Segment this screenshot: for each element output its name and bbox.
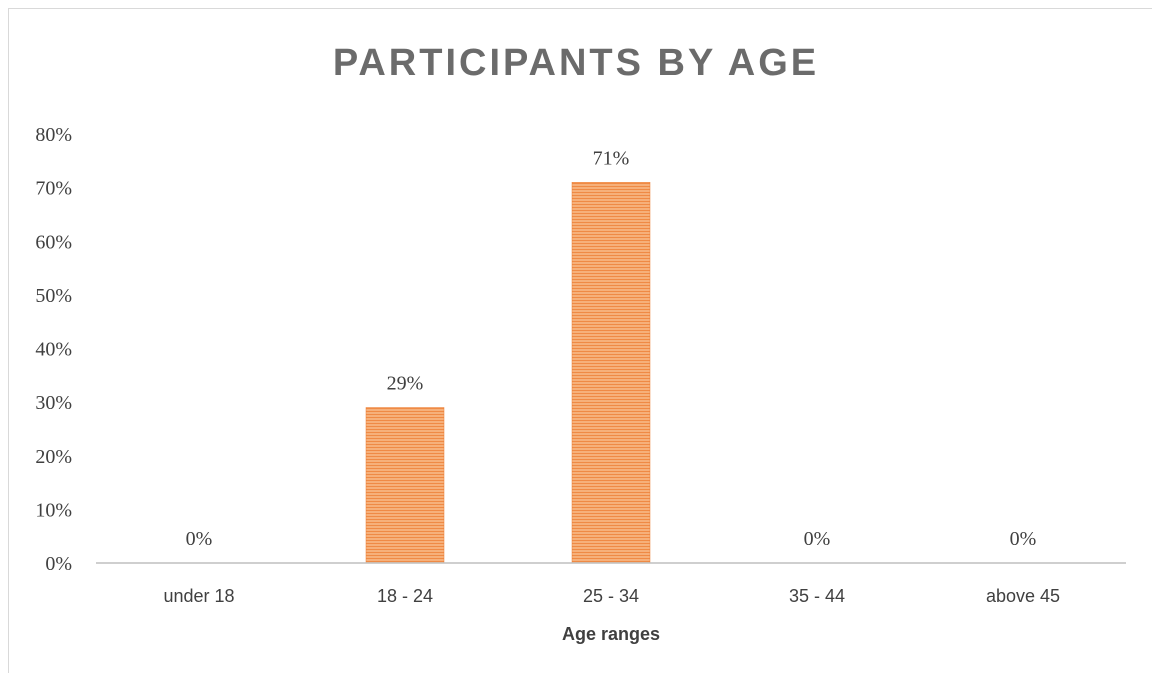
y-tick-label: 80% bbox=[35, 124, 72, 146]
y-tick-label: 50% bbox=[35, 285, 72, 307]
data-labels: 0% 29% 71% 0% 0% bbox=[186, 147, 1037, 550]
x-tick-label: 25 - 34 bbox=[583, 586, 639, 606]
y-tick-label: 40% bbox=[35, 339, 72, 361]
y-tick-label: 10% bbox=[35, 499, 72, 521]
x-tick-label: above 45 bbox=[986, 586, 1060, 606]
x-tick-label: 18 - 24 bbox=[377, 586, 433, 606]
y-axis-ticks: 0% 10% 20% 30% 40% 50% 60% 70% 80% bbox=[35, 124, 72, 575]
x-tick-label: under 18 bbox=[163, 586, 234, 606]
bar-18-24 bbox=[365, 407, 445, 564]
data-label: 0% bbox=[804, 528, 831, 550]
y-tick-label: 70% bbox=[35, 178, 72, 200]
y-tick-label: 20% bbox=[35, 446, 72, 468]
bars bbox=[365, 182, 651, 564]
x-axis-ticks: under 18 18 - 24 25 - 34 35 - 44 above 45 bbox=[163, 586, 1060, 606]
data-label: 0% bbox=[1010, 528, 1037, 550]
bar-25-34 bbox=[571, 182, 651, 564]
data-label: 0% bbox=[186, 528, 213, 550]
chart-title: PARTICIPANTS BY AGE bbox=[332, 42, 820, 84]
x-tick-label: 35 - 44 bbox=[789, 586, 845, 606]
y-tick-label: 0% bbox=[45, 553, 72, 575]
y-tick-label: 60% bbox=[35, 231, 72, 253]
y-tick-label: 30% bbox=[35, 392, 72, 414]
data-label: 71% bbox=[593, 147, 630, 169]
data-label: 29% bbox=[387, 372, 424, 394]
x-axis-title: Age ranges bbox=[562, 624, 660, 644]
